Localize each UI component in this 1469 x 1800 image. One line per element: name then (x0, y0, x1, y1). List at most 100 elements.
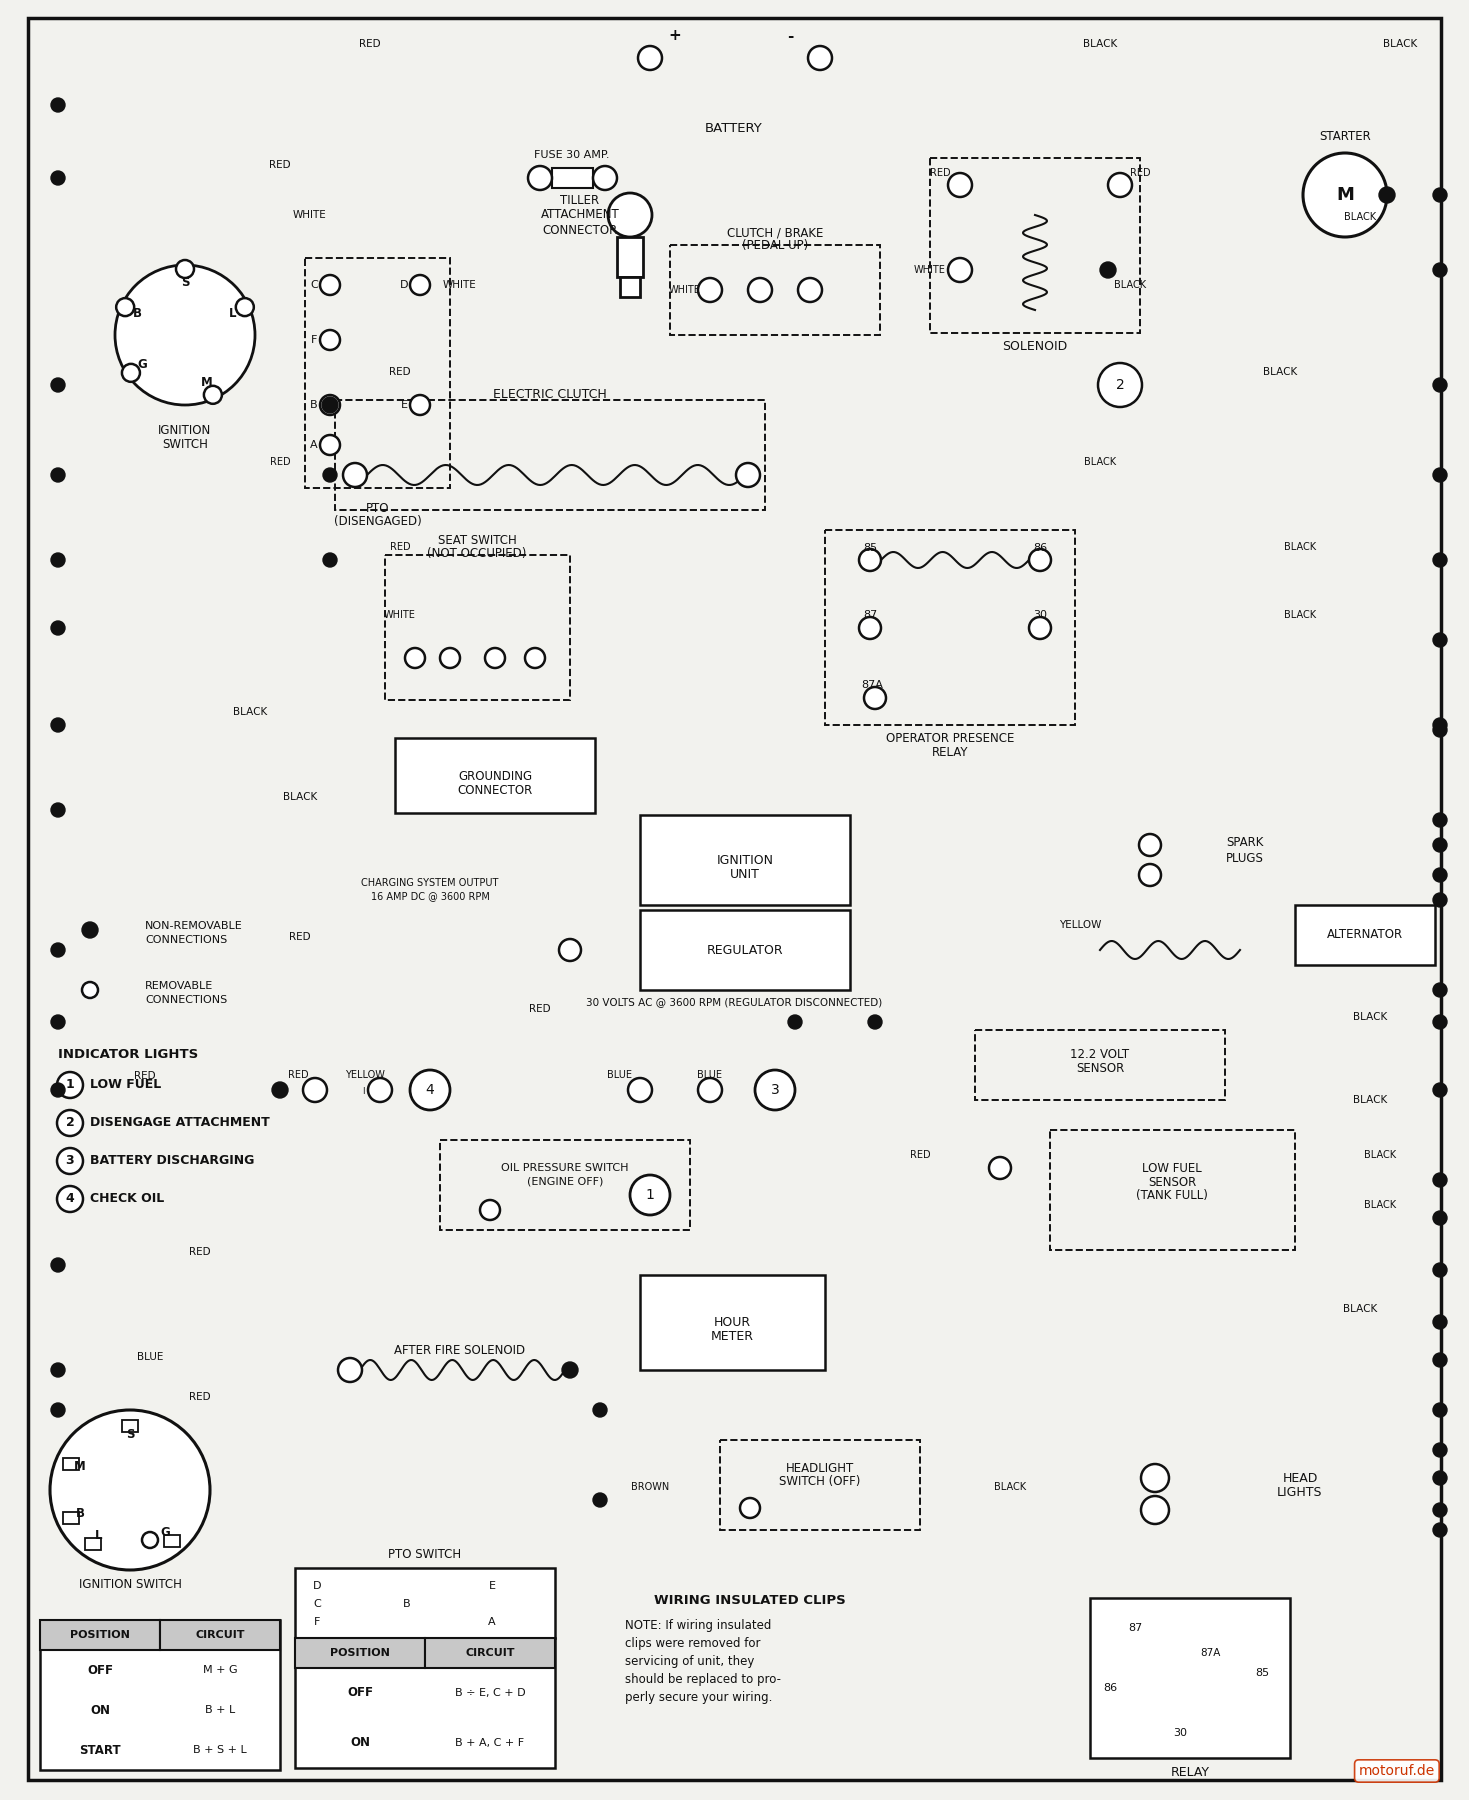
Circle shape (608, 193, 652, 238)
Bar (552, 167, 593, 187)
Circle shape (1432, 1471, 1447, 1485)
Text: WHITE: WHITE (444, 281, 477, 290)
Circle shape (323, 553, 336, 567)
Circle shape (698, 277, 721, 302)
Text: M: M (1337, 185, 1354, 203)
Circle shape (1432, 1174, 1447, 1186)
Text: RED: RED (289, 932, 311, 941)
Text: RED: RED (909, 1150, 930, 1159)
Text: 1: 1 (66, 1078, 75, 1091)
Circle shape (1432, 983, 1447, 997)
Circle shape (51, 553, 65, 567)
Text: 3: 3 (771, 1084, 780, 1096)
Circle shape (638, 47, 663, 70)
Bar (163, 1535, 179, 1546)
Text: C: C (313, 1598, 320, 1609)
Text: should be replaced to pro-: should be replaced to pro- (624, 1672, 782, 1685)
Bar (640, 1274, 826, 1370)
Text: B + L: B + L (204, 1705, 235, 1715)
Text: BATTERY DISCHARGING: BATTERY DISCHARGING (90, 1154, 254, 1168)
Text: DISENGAGE ATTACHMENT: DISENGAGE ATTACHMENT (90, 1116, 270, 1130)
Text: B + A, C + F: B + A, C + F (455, 1739, 524, 1748)
Text: POSITION: POSITION (71, 1631, 129, 1640)
Text: F: F (311, 335, 317, 346)
Text: RED: RED (270, 457, 291, 466)
Text: -: - (787, 29, 793, 43)
Text: RED: RED (529, 1004, 551, 1013)
Circle shape (320, 329, 339, 349)
Text: BLACK: BLACK (1353, 1012, 1387, 1022)
Circle shape (369, 1078, 392, 1102)
Text: 86: 86 (1033, 544, 1047, 553)
Bar (295, 1568, 555, 1638)
Text: 2: 2 (66, 1116, 75, 1130)
Text: BLACK: BLACK (1114, 281, 1146, 290)
Text: M + G: M + G (203, 1665, 238, 1676)
Circle shape (1432, 1523, 1447, 1537)
Circle shape (563, 1363, 577, 1379)
Text: 2: 2 (1115, 378, 1124, 392)
Circle shape (1108, 173, 1133, 196)
Text: HOUR: HOUR (714, 1316, 751, 1328)
Bar (395, 738, 595, 814)
Bar (160, 1620, 281, 1651)
Text: S: S (181, 277, 190, 290)
Text: PTO SWITCH: PTO SWITCH (388, 1548, 461, 1561)
Bar (975, 1030, 1225, 1100)
Text: CONNECTOR: CONNECTOR (457, 783, 533, 796)
Text: ATTACHMENT: ATTACHMENT (541, 209, 620, 221)
Circle shape (1432, 634, 1447, 646)
Circle shape (1432, 1015, 1447, 1030)
Text: RED: RED (360, 40, 380, 49)
Text: AFTER FIRE SOLENOID: AFTER FIRE SOLENOID (395, 1343, 526, 1357)
Bar (670, 245, 880, 335)
Circle shape (272, 1082, 288, 1098)
Circle shape (948, 173, 972, 196)
Bar (306, 257, 450, 488)
Text: SOLENOID: SOLENOID (1002, 340, 1068, 353)
Circle shape (320, 275, 339, 295)
Bar (620, 277, 640, 297)
Circle shape (1432, 724, 1447, 736)
Text: 85: 85 (862, 544, 877, 553)
Circle shape (410, 275, 430, 295)
Text: CONNECTOR: CONNECTOR (542, 223, 617, 236)
Text: E: E (401, 400, 407, 410)
Circle shape (560, 940, 582, 961)
Bar (425, 1638, 555, 1669)
Circle shape (204, 385, 222, 403)
Text: BLACK: BLACK (284, 792, 317, 803)
Text: NON-REMOVABLE: NON-REMOVABLE (145, 922, 242, 931)
Circle shape (1097, 364, 1141, 407)
Text: (TANK FULL): (TANK FULL) (1136, 1190, 1208, 1202)
Text: CONNECTIONS: CONNECTIONS (145, 995, 228, 1004)
Circle shape (1141, 1496, 1169, 1525)
Circle shape (51, 171, 65, 185)
Bar (1090, 1598, 1290, 1759)
Text: BLACK: BLACK (234, 707, 267, 716)
Text: B ÷ E, C + D: B ÷ E, C + D (455, 1688, 526, 1697)
Bar (826, 529, 1075, 725)
Text: WHITE: WHITE (914, 265, 946, 275)
Text: 30 VOLTS AC @ 3600 RPM (REGULATOR DISCONNECTED): 30 VOLTS AC @ 3600 RPM (REGULATOR DISCON… (586, 997, 881, 1006)
Circle shape (115, 265, 256, 405)
Text: G: G (138, 358, 147, 371)
Bar (335, 400, 765, 509)
Circle shape (1138, 833, 1161, 857)
Text: OFF: OFF (87, 1663, 113, 1676)
Text: BLACK: BLACK (1084, 457, 1116, 466)
Text: BLACK: BLACK (1353, 1094, 1387, 1105)
Text: (PEDAL UP): (PEDAL UP) (742, 238, 808, 252)
Circle shape (51, 468, 65, 482)
Text: POSITION: POSITION (331, 1649, 389, 1658)
Circle shape (868, 1015, 881, 1030)
Circle shape (441, 648, 460, 668)
Text: 4: 4 (426, 1084, 435, 1096)
Bar (295, 1638, 425, 1669)
Bar (85, 1539, 101, 1550)
Circle shape (736, 463, 759, 488)
Text: WHITE: WHITE (383, 610, 416, 619)
Circle shape (698, 1078, 721, 1102)
Text: CLUTCH / BRAKE: CLUTCH / BRAKE (727, 227, 823, 239)
Text: REGULATOR: REGULATOR (707, 943, 783, 956)
